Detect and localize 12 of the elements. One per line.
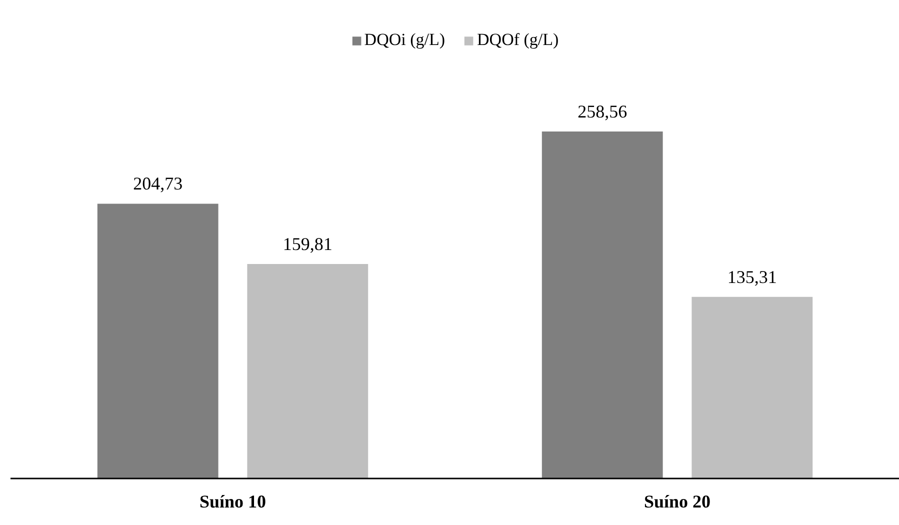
x-tick-label: Suíno 20	[644, 492, 711, 512]
bar	[247, 264, 368, 478]
data-label: 204,73	[133, 174, 183, 194]
bar	[97, 204, 218, 478]
data-label: 258,56	[578, 101, 628, 122]
data-label: 135,31	[727, 266, 777, 287]
x-tick-label: Suíno 10	[199, 492, 266, 512]
bar	[542, 131, 663, 478]
data-label: 159,81	[282, 234, 332, 254]
legend-label: DQOi (g/L)	[364, 30, 446, 50]
bar	[692, 296, 813, 478]
legend-label: DQOf (g/L)	[477, 30, 559, 50]
